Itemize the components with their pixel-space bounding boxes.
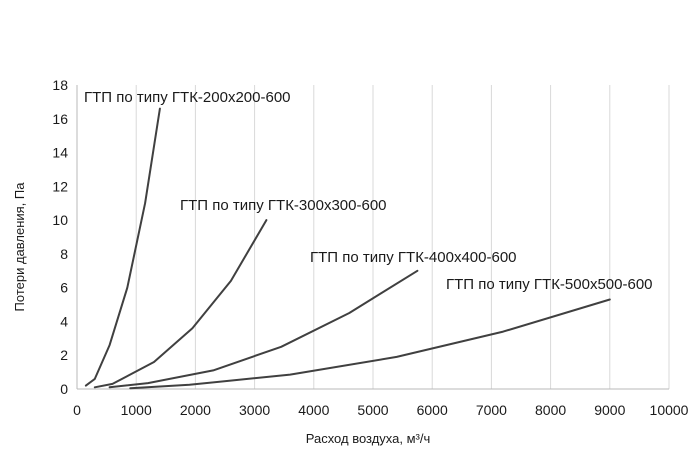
axes (76, 85, 669, 390)
y-tick-label: 12 (52, 178, 68, 194)
x-tick-label: 10000 (650, 402, 689, 418)
y-tick-label: 10 (52, 212, 68, 228)
series-line-4 (129, 298, 611, 390)
series-label-1: ГТП по типу ГТК-200х200-600 (84, 89, 291, 106)
series-line-1 (84, 107, 161, 387)
series-lines (84, 107, 611, 390)
x-tick-label: 4000 (298, 402, 329, 418)
series-line-3 (108, 269, 419, 389)
series-label-4: ГТП по типу ГТК-500х500-600 (446, 276, 653, 293)
x-tick-label: 7000 (476, 402, 507, 418)
x-tick-label: 8000 (535, 402, 566, 418)
x-tick-label: 9000 (594, 402, 625, 418)
x-tick-label: 6000 (417, 402, 448, 418)
y-tick-label: 18 (52, 77, 68, 93)
y-tick-label: 8 (60, 246, 68, 262)
series-line-2 (93, 219, 268, 389)
x-axis-title: Расход воздуха, м³/ч (306, 431, 431, 446)
series-labels: ГТП по типу ГТК-200х200-600 ГТП по типу Г… (84, 89, 653, 293)
y-tick-label: 6 (60, 280, 68, 296)
series-label-3: ГТП по типу ГТК-400х400-600 (310, 249, 517, 266)
gridlines (135, 85, 670, 389)
y-tick-label: 14 (52, 145, 68, 161)
tick-labels: 0 1000 2000 3000 4000 5000 6000 7000 8000 9000 100… (52, 77, 688, 418)
y-tick-label: 0 (60, 381, 68, 397)
y-tick-label: 16 (52, 111, 68, 127)
y-axis-title: Потери давления, Па (12, 182, 27, 312)
x-tick-label: 5000 (357, 402, 388, 418)
x-tick-label: 0 (73, 402, 81, 418)
x-tick-label: 3000 (239, 402, 270, 418)
x-tick-label: 2000 (180, 402, 211, 418)
y-tick-label: 2 (60, 347, 68, 363)
y-tick-label: 4 (60, 313, 68, 329)
series-label-2: ГТП по типу ГТК-300х300-600 (180, 197, 387, 214)
x-tick-label: 1000 (121, 402, 152, 418)
